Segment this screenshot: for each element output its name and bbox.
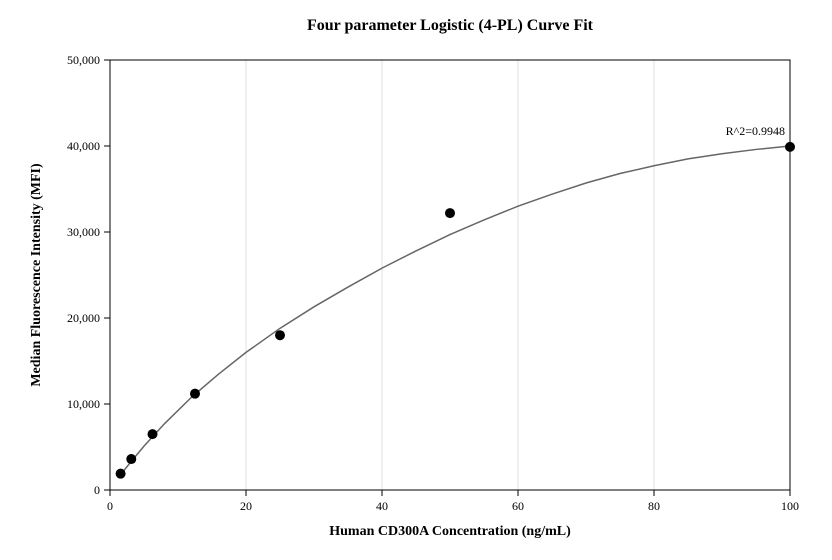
chart-title: Four parameter Logistic (4-PL) Curve Fit bbox=[307, 17, 594, 34]
fit-curve bbox=[121, 146, 790, 475]
data-point bbox=[785, 142, 795, 152]
xtick-label: 20 bbox=[240, 499, 252, 513]
ytick-label: 0 bbox=[94, 483, 100, 497]
xtick-label: 80 bbox=[648, 499, 660, 513]
xtick-label: 40 bbox=[376, 499, 388, 513]
ytick-label: 40,000 bbox=[67, 139, 100, 153]
ytick-label: 20,000 bbox=[67, 311, 100, 325]
data-point bbox=[190, 389, 200, 399]
data-point bbox=[275, 330, 285, 340]
plot-border bbox=[110, 60, 790, 490]
data-point bbox=[445, 208, 455, 218]
x-axis-label: Human CD300A Concentration (ng/mL) bbox=[329, 524, 571, 539]
ytick-label: 10,000 bbox=[67, 397, 100, 411]
data-point bbox=[148, 429, 158, 439]
ytick-label: 30,000 bbox=[67, 225, 100, 239]
chart-container: 0 20 40 60 80 100 0 10,000 20,000 30,000 40,000 50,… bbox=[0, 0, 832, 560]
xtick-label: 60 bbox=[512, 499, 524, 513]
ytick-label: 50,000 bbox=[67, 53, 100, 67]
y-axis-label: Median Fluorescence Intensity (MFI) bbox=[29, 163, 44, 387]
data-point bbox=[126, 454, 136, 464]
xtick-label: 100 bbox=[781, 499, 799, 513]
data-point bbox=[116, 469, 126, 479]
xtick-label: 0 bbox=[107, 499, 113, 513]
chart-svg: 0 20 40 60 80 100 0 10,000 20,000 30,000 40,000 50,… bbox=[0, 0, 832, 560]
r-squared-annotation: R^2=0.9948 bbox=[726, 124, 785, 138]
